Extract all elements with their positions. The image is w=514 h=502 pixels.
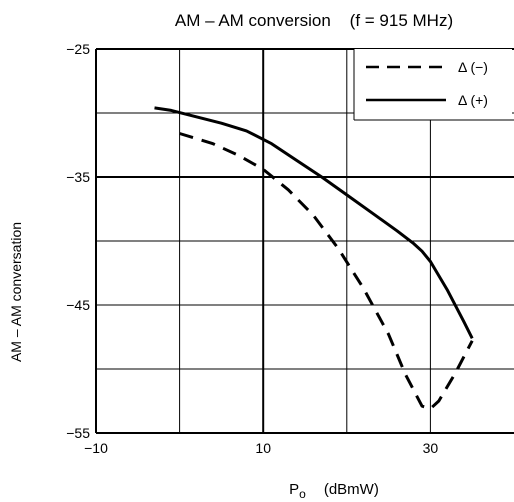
- y-tick-label: −25: [66, 41, 90, 57]
- x-axis-label-unit: (dBmW): [324, 481, 379, 498]
- series-line-delta-plus: [154, 106, 474, 339]
- y-tick-label: −45: [66, 297, 90, 313]
- legend-background: [354, 49, 512, 120]
- y-tick-label: −35: [66, 169, 90, 185]
- legend-label: Δ (+): [458, 92, 488, 108]
- y-tick-label: −55: [66, 425, 90, 441]
- chart-title: AM – AM conversion (f = 915 MHz): [175, 11, 453, 30]
- legend: Δ (−) Δ (+): [353, 49, 514, 121]
- x-tick-label: 10: [255, 440, 271, 456]
- tick-labels: −10 10 30 −25 −35 −45 −55: [66, 41, 438, 456]
- y-axis-label: AM – AM conversation: [8, 222, 24, 362]
- legend-label: Δ (−): [458, 59, 488, 75]
- x-tick-label: 30: [423, 440, 439, 456]
- x-axis-label-main: P: [289, 481, 299, 498]
- series-group: [154, 106, 474, 411]
- x-axis-label-sub: o: [299, 487, 306, 501]
- series-line-delta-minus: [179, 132, 474, 411]
- x-axis-label: Po (dBmW): [289, 481, 379, 501]
- x-tick-label: −10: [84, 440, 108, 456]
